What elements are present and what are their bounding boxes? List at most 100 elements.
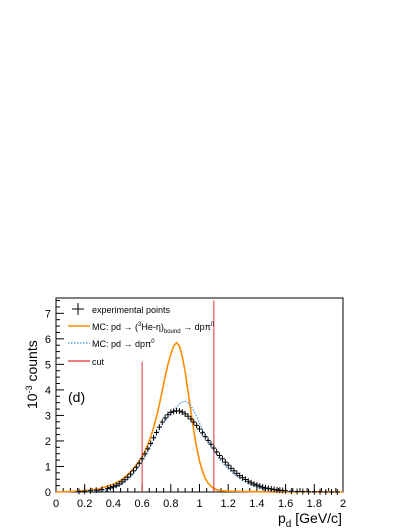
y-tick-label: 5 — [45, 359, 51, 371]
data-point — [82, 488, 88, 495]
data-point — [263, 484, 269, 491]
data-point — [113, 482, 119, 489]
data-point — [260, 484, 266, 491]
y-tick-label: 3 — [45, 410, 51, 422]
data-point — [93, 487, 99, 494]
data-point — [237, 472, 243, 479]
data-point — [231, 467, 237, 474]
data-point — [300, 488, 306, 495]
data-point — [99, 486, 105, 493]
data-point — [234, 470, 240, 477]
data-point — [199, 429, 205, 436]
data-point — [288, 488, 294, 495]
y-tick-label: 7 — [45, 308, 51, 320]
data-point — [142, 450, 148, 457]
data-point — [219, 455, 225, 462]
x-tick-label: 1.4 — [249, 498, 264, 510]
data-point — [125, 474, 131, 481]
data-point — [122, 476, 128, 483]
data-point — [294, 488, 300, 495]
legend-item-experimental: experimental points — [72, 303, 171, 315]
data-point — [87, 487, 93, 494]
data-point — [168, 409, 174, 416]
data-point — [176, 408, 182, 415]
data-point — [105, 485, 111, 492]
data-point — [257, 483, 263, 490]
x-tick-label: 1.8 — [307, 498, 322, 510]
data-point — [248, 479, 254, 486]
data-point — [185, 413, 191, 420]
data-point — [159, 419, 165, 426]
data-point — [208, 441, 214, 448]
x-axis: 0 0.2 0.4 0.6 0.8 1 1.2 1.4 1.6 1.8 2 — [53, 484, 346, 510]
data-point — [311, 488, 317, 495]
data-point — [334, 489, 340, 495]
x-tick-label: 0.8 — [163, 498, 178, 510]
y-axis: 0 1 2 3 4 5 6 7 — [45, 300, 64, 499]
data-point — [329, 489, 335, 495]
y-tick-label: 6 — [45, 334, 51, 346]
data-point — [133, 464, 139, 471]
legend: experimental points MC: pd → (3He-η)boun… — [68, 303, 215, 367]
data-point — [283, 487, 289, 494]
series-mc-bound — [55, 341, 343, 493]
data-point — [205, 437, 211, 444]
data-point — [153, 429, 159, 436]
data-point — [240, 474, 246, 481]
data-point — [268, 485, 274, 492]
x-tick-label: 0.4 — [106, 498, 121, 510]
x-tick-label: 0 — [53, 498, 59, 510]
data-point — [128, 471, 134, 478]
data-point — [108, 484, 114, 491]
data-point — [162, 414, 168, 421]
x-tick-label: 1 — [196, 498, 202, 510]
data-point — [228, 465, 234, 472]
y-axis-title: 10-3 counts — [24, 340, 40, 409]
series-mc-phase — [84, 400, 315, 493]
data-point — [265, 485, 271, 492]
experimental-points — [76, 407, 340, 495]
y-tick-label: 0 — [45, 487, 51, 499]
data-point — [151, 434, 157, 441]
legend-label-experimental: experimental points — [92, 305, 171, 315]
data-point — [191, 419, 197, 426]
data-point — [222, 459, 228, 466]
x-tick-label: 0.6 — [134, 498, 149, 510]
data-point — [197, 425, 202, 432]
data-point — [271, 486, 277, 493]
x-tick-label: 1.6 — [278, 498, 293, 510]
x-axis-title: pd [GeV/c] — [278, 510, 342, 530]
data-point — [214, 448, 220, 455]
data-point — [225, 462, 231, 469]
data-point — [130, 467, 136, 474]
x-tick-label: 1.2 — [221, 498, 236, 510]
data-point — [139, 455, 145, 462]
data-point — [148, 440, 154, 447]
data-point — [182, 410, 188, 417]
data-point — [156, 424, 162, 431]
data-point — [306, 488, 312, 495]
data-point — [119, 478, 125, 485]
y-tick-label: 2 — [45, 436, 51, 448]
x-tick-label: 0.2 — [77, 498, 92, 510]
data-point — [323, 489, 329, 495]
data-point — [194, 422, 200, 429]
legend-item-cut: cut — [68, 357, 105, 367]
data-point — [242, 476, 248, 483]
cut-lines — [141, 300, 215, 492]
data-point — [188, 415, 194, 422]
legend-item-mc-phase: MC: pd → dpπ0 — [68, 339, 155, 349]
x-tick-label: 2 — [340, 498, 346, 510]
y-tick-label: 4 — [45, 385, 51, 397]
legend-label-mc-bound: MC: pd → (3He-η)bound → dpπ0 — [92, 322, 215, 335]
legend-label-cut: cut — [92, 357, 105, 367]
y-tick-label: 1 — [45, 461, 51, 473]
data-point — [110, 483, 116, 490]
legend-label-mc-phase: MC: pd → dpπ0 — [92, 339, 155, 349]
data-point — [76, 488, 82, 495]
data-point — [317, 488, 323, 495]
data-point — [217, 452, 223, 459]
data-point — [202, 433, 208, 440]
data-point — [165, 411, 171, 418]
